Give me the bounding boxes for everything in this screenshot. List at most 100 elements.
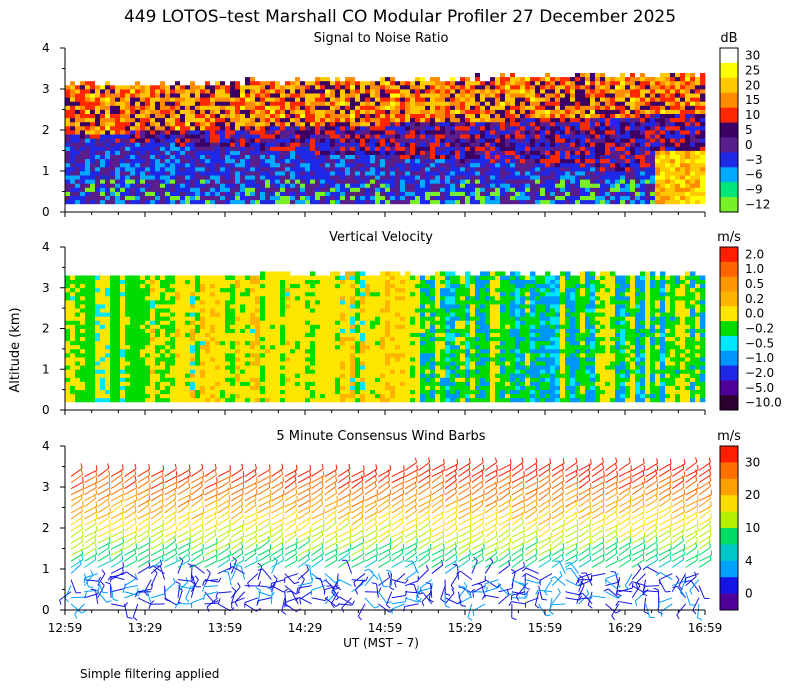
snr-cell <box>665 84 671 90</box>
snr-cell <box>510 158 516 164</box>
snr-cell <box>90 113 96 119</box>
snr-cell <box>670 179 676 184</box>
snr-cell <box>435 171 441 176</box>
snr-cell <box>470 134 476 139</box>
snr-cell <box>245 154 251 160</box>
snr-cell <box>80 109 86 114</box>
velocity-cell <box>145 381 151 386</box>
snr-cell <box>135 130 141 135</box>
snr-cell <box>485 105 491 110</box>
snr-cell <box>545 125 551 131</box>
snr-cell <box>140 89 146 94</box>
snr-cell <box>335 171 341 176</box>
velocity-cell <box>190 361 196 366</box>
snr-cell <box>435 117 441 123</box>
snr-cell <box>640 187 646 192</box>
snr-cell <box>540 158 546 164</box>
velocity-cell <box>90 275 96 280</box>
snr-cell <box>550 179 556 184</box>
snr-cell <box>225 130 231 135</box>
snr-cell <box>190 171 196 176</box>
snr-cell <box>685 105 691 110</box>
velocity-cell <box>185 377 191 382</box>
snr-cell <box>575 97 581 102</box>
snr-cell <box>330 134 336 139</box>
snr-cell <box>590 84 596 90</box>
velocity-cell <box>140 352 146 358</box>
snr-cell <box>315 171 321 176</box>
snr-cell <box>495 162 501 168</box>
snr-cell <box>635 117 641 123</box>
snr-cell <box>310 195 316 201</box>
snr-cell <box>105 89 111 94</box>
snr-cell <box>230 125 236 131</box>
velocity-cell <box>115 316 121 321</box>
snr-cell <box>630 105 636 110</box>
snr-cell <box>590 113 596 119</box>
snr-cell <box>490 179 496 184</box>
snr-cell <box>380 72 386 78</box>
snr-cell <box>530 162 536 168</box>
snr-cell <box>395 113 401 119</box>
snr-cell <box>235 158 241 164</box>
snr-cell <box>540 93 546 98</box>
snr-cell <box>475 84 481 90</box>
velocity-cell <box>125 316 131 321</box>
snr-cell <box>600 142 606 147</box>
snr-cell <box>300 76 306 82</box>
snr-cell <box>640 183 646 188</box>
velocity-cell <box>90 389 96 395</box>
snr-cell <box>280 80 286 86</box>
snr-cell <box>305 76 311 82</box>
snr-cell <box>440 175 446 180</box>
snr-cell <box>495 138 501 143</box>
snr-cell <box>215 158 221 164</box>
snr-cell <box>350 89 356 94</box>
snr-cell <box>390 150 396 155</box>
snr-cell <box>370 76 376 82</box>
snr-cell <box>375 105 381 110</box>
snr-cell <box>470 195 476 201</box>
snr-cell <box>410 101 416 106</box>
velocity-cell <box>115 352 121 358</box>
velocity-cell <box>165 324 171 329</box>
snr-cell <box>290 187 296 192</box>
snr-cell <box>90 146 96 151</box>
snr-cell <box>275 171 281 176</box>
snr-cell <box>145 199 151 205</box>
snr-cell <box>400 97 406 102</box>
snr-cell <box>545 195 551 201</box>
snr-cell <box>435 109 441 114</box>
snr-cell <box>240 105 246 110</box>
velocity-cell <box>75 336 81 342</box>
snr-cell <box>255 93 261 98</box>
snr-cell <box>495 84 501 90</box>
snr-cell <box>340 76 346 82</box>
snr-cell <box>555 101 561 106</box>
snr-cell <box>670 142 676 147</box>
velocity-cell <box>135 389 141 395</box>
snr-cell <box>520 130 526 135</box>
snr-cell <box>75 76 81 82</box>
snr-cell <box>345 109 351 114</box>
snr-cell <box>230 171 236 176</box>
snr-cell <box>675 183 681 188</box>
snr-cell <box>315 154 321 160</box>
snr-cell <box>675 134 681 139</box>
snr-cell <box>235 89 241 94</box>
snr-cell <box>235 72 241 78</box>
velocity-cell <box>185 320 191 325</box>
velocity-cell <box>110 357 116 362</box>
snr-cell <box>155 162 161 168</box>
velocity-cell <box>140 275 146 280</box>
snr-cell <box>635 175 641 180</box>
snr-cell <box>335 179 341 184</box>
snr-cell <box>240 191 246 196</box>
snr-cell <box>310 158 316 164</box>
snr-cell <box>80 187 86 192</box>
snr-cell <box>635 68 641 73</box>
snr-cell <box>550 171 556 176</box>
snr-cell <box>435 121 441 127</box>
snr-cell <box>530 187 536 192</box>
snr-cell <box>430 171 436 176</box>
